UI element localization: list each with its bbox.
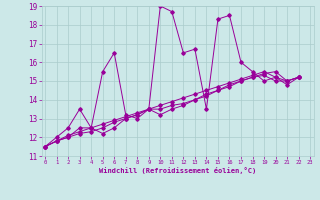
X-axis label: Windchill (Refroidissement éolien,°C): Windchill (Refroidissement éolien,°C) (99, 167, 256, 174)
